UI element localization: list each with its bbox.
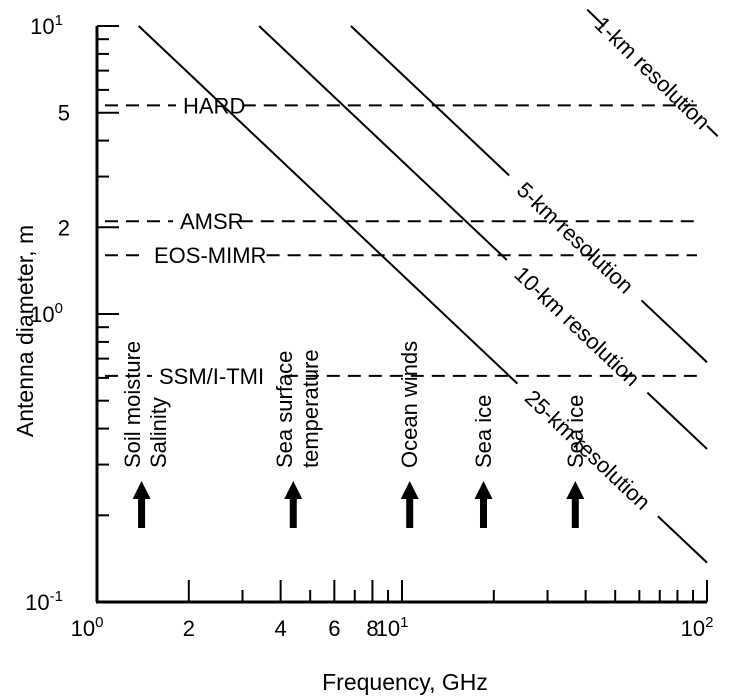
- up-arrow-icon: [406, 497, 414, 528]
- resolution-line: [258, 25, 508, 261]
- y-tick-label: 101: [30, 12, 63, 39]
- up-arrow-icon: [289, 497, 297, 528]
- resolution-line: [640, 299, 708, 363]
- frequency-marker-label: Sea ice: [471, 395, 496, 468]
- resolution-line: [350, 25, 510, 177]
- x-tick-label: 102: [681, 614, 714, 641]
- up-arrow-icon: [138, 497, 146, 528]
- instrument-line-label: HARD: [183, 93, 245, 118]
- up-arrow-icon: [571, 497, 579, 528]
- frequency-marker-label: Ocean winds: [397, 341, 422, 468]
- up-arrow-icon: [566, 481, 585, 499]
- x-tick-label: 100: [71, 614, 104, 641]
- y-tick-label: 10-1: [25, 588, 63, 615]
- frequency-marker-label: Sea ice: [563, 395, 588, 468]
- instrument-line-label: EOS-MIMR: [154, 243, 266, 268]
- up-arrow-icon: [474, 481, 493, 499]
- frequency-markers-layer: Soil moisture Salinity Sea surface temperat…: [120, 341, 588, 528]
- resolution-line: [646, 391, 708, 450]
- resolution-line: [657, 515, 708, 564]
- x-tick-label: 2: [183, 616, 195, 641]
- up-arrow-icon: [400, 481, 419, 499]
- instrument-lines-layer: HARD AMSR EOS-MIMR SSM/I-TMI: [105, 93, 697, 389]
- x-tick-label: 4: [275, 616, 287, 641]
- y-tick-label: 2: [58, 215, 70, 240]
- resolution-line: [706, 125, 719, 138]
- y-axis-label: Antenna diameter, m: [12, 225, 38, 437]
- y-tick-label: 5: [58, 101, 70, 126]
- frequency-marker-label: Salinity: [146, 397, 171, 468]
- frequency-marker-label: Sea surface: [272, 351, 297, 468]
- instrument-line-label: SSM/I-TMI: [159, 364, 264, 389]
- up-arrow-icon: [479, 497, 487, 528]
- frequency-marker-label: Soil moisture: [120, 341, 145, 468]
- x-tick-label: 101: [376, 614, 409, 641]
- frequency-marker-label: temperature: [298, 349, 323, 468]
- instrument-line-label: AMSR: [180, 209, 244, 234]
- x-tick-label: 6: [328, 616, 340, 641]
- resolution-line: [138, 25, 519, 385]
- y-tick-label: 100: [30, 300, 63, 327]
- up-arrow-icon: [132, 481, 151, 499]
- resolution-line-label: 1-km resolution: [590, 12, 715, 135]
- up-arrow-icon: [284, 481, 303, 499]
- x-axis-label: Frequency, GHz: [322, 669, 488, 695]
- resolution-line: [586, 8, 605, 27]
- x-tick-label: 8: [366, 616, 378, 641]
